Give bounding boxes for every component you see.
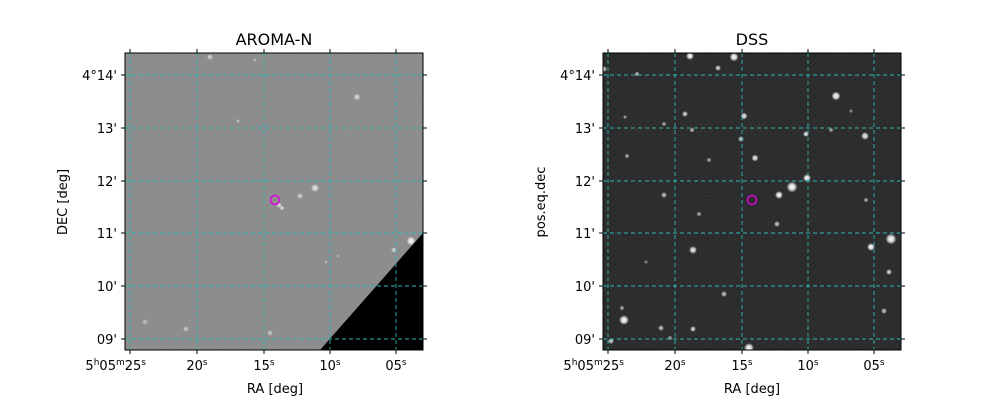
dss-star-16	[624, 153, 630, 159]
dss-star-17	[706, 157, 712, 163]
aroma-image	[125, 53, 423, 350]
dss-star-38	[644, 260, 648, 264]
aroma-star-13	[336, 254, 340, 258]
aroma-star-10	[142, 319, 148, 325]
aroma-xtick-label-4: 5h05m25s	[85, 358, 146, 374]
aroma-star-8	[391, 247, 397, 253]
aroma-star-14	[324, 260, 328, 264]
dss-star-33	[667, 335, 673, 341]
dss-star-35	[744, 343, 754, 350]
dss-star-29	[721, 291, 727, 297]
aroma-xtick-label-1: 10s	[319, 358, 341, 374]
aroma-frame	[124, 52, 424, 351]
dss-star-22	[696, 211, 702, 217]
dss-star-12	[803, 131, 809, 137]
aroma-ytick-label-5: 09'	[97, 333, 117, 348]
dss-xtick-label-0: 05s	[863, 358, 885, 374]
dss-stars	[603, 53, 897, 350]
aroma-star-1	[236, 119, 240, 123]
dss-star-36	[608, 338, 614, 344]
aroma-star-4	[297, 193, 303, 199]
aroma-title: AROMA-N	[236, 30, 313, 49]
dss-star-15	[751, 154, 759, 162]
aroma-star-6	[279, 205, 285, 211]
aroma-ytick-label-0: 4°14'	[82, 69, 117, 84]
dss-panel: DSS 05s 10s 15s 20s 5h05m25s 4°14' 13' 12' 11' 10…	[534, 30, 905, 397]
dss-image	[603, 53, 901, 350]
dss-xlabel: RA [deg]	[724, 382, 780, 397]
dss-star-21	[661, 192, 667, 198]
aroma-ytick-label-4: 10'	[97, 280, 117, 295]
dss-noise	[603, 53, 901, 350]
aroma-star-7	[406, 236, 416, 246]
dss-ytick-label-5: 09'	[575, 333, 595, 348]
dss-ytick-label-0: 4°14'	[560, 69, 595, 84]
aroma-xtick-label-3: 20s	[186, 358, 208, 374]
dss-star-34	[690, 326, 696, 332]
aroma-ytick-label-1: 13'	[97, 122, 117, 137]
aroma-star-9	[183, 326, 189, 332]
dss-ticks: 05s 10s 15s 20s 5h05m25s 4°14' 13' 12' 11' 10' 09'	[560, 49, 905, 374]
dss-xtick-label-3: 20s	[664, 358, 686, 374]
dss-xtick-label-1: 10s	[797, 358, 819, 374]
dss-star-10	[623, 115, 627, 119]
dss-ytick-label-4: 10'	[575, 280, 595, 295]
dss-xtick-label-4: 5h05m25s	[563, 358, 624, 374]
aroma-ytick-label-2: 12'	[97, 175, 117, 190]
dss-star-24	[863, 197, 869, 203]
dss-star-39	[849, 109, 853, 113]
dss-ytick-label-3: 11'	[575, 227, 595, 242]
aroma-star-11	[267, 330, 273, 336]
dss-star-19	[786, 181, 798, 193]
dss-star-31	[619, 305, 625, 311]
dss-star-2	[715, 65, 721, 71]
aroma-ytick-label-3: 11'	[97, 227, 117, 242]
dss-star-0	[686, 53, 694, 60]
dss-star-23	[774, 221, 780, 227]
dss-star-26	[867, 243, 875, 251]
aroma-ylabel: DEC [deg]	[56, 169, 71, 235]
dss-star-7	[682, 111, 688, 117]
aroma-xlabel: RA [deg]	[247, 382, 303, 397]
aroma-ticks: 05s 10s 15s 20s 5h05m25s 4°14' 13' 12' 11' 10' 09'	[82, 49, 427, 374]
dss-star-27	[689, 246, 697, 254]
dss-ytick-label-2: 12'	[575, 175, 595, 190]
aroma-star-0	[207, 54, 213, 60]
dss-title: DSS	[736, 30, 769, 49]
aroma-panel: AROMA-N 05s 10s 15s 20s 5h05m25s 4°14' 13' 12' 1…	[56, 30, 427, 397]
dss-star-9	[661, 121, 667, 127]
dss-ytick-label-1: 13'	[575, 122, 595, 137]
aroma-xtick-label-2: 15s	[253, 358, 275, 374]
aroma-star-3	[311, 184, 319, 192]
dss-star-13	[861, 132, 869, 140]
dss-target-marker	[746, 194, 758, 206]
aroma-stars	[142, 54, 416, 336]
aroma-target-marker	[269, 194, 281, 206]
dss-star-20	[775, 191, 783, 199]
dss-star-37	[881, 308, 887, 314]
dss-frame	[602, 52, 902, 351]
dss-star-32	[658, 325, 664, 331]
dss-star-14	[828, 127, 834, 133]
aroma-star-12	[253, 58, 257, 62]
dss-star-28	[886, 269, 892, 275]
dss-star-4	[603, 66, 607, 72]
aroma-no-coverage-region	[320, 233, 423, 350]
dss-xtick-label-2: 15s	[731, 358, 753, 374]
dss-star-11	[738, 136, 744, 142]
dss-star-5	[831, 91, 841, 101]
aroma-xtick-label-0: 05s	[385, 358, 407, 374]
aroma-grid	[125, 53, 423, 350]
dss-star-1	[729, 53, 739, 62]
dss-star-8	[689, 127, 695, 133]
dss-star-30	[619, 315, 629, 325]
dss-star-25	[885, 233, 897, 245]
dss-star-18	[803, 174, 811, 182]
dss-star-3	[634, 71, 640, 77]
dss-ylabel: pos.eq.dec	[534, 167, 549, 238]
dss-grid	[603, 53, 901, 350]
aroma-star-2	[353, 93, 361, 101]
